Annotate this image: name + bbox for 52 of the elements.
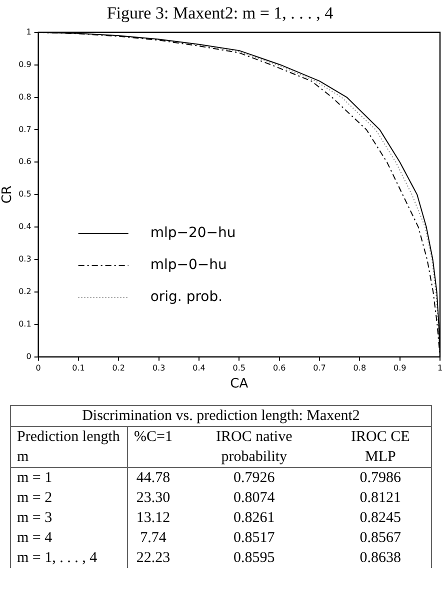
y-tick-label: 1 <box>26 27 32 36</box>
y-tick-label: 0.3 <box>18 254 32 264</box>
x-tick-label: 0 <box>36 364 41 373</box>
y-tick-label: 0.5 <box>18 190 32 199</box>
x-tick-label: 0.3 <box>152 364 166 373</box>
y-tick-label: 0.4 <box>18 222 32 232</box>
legend-label: orig. prob. <box>150 289 223 306</box>
text: m = 1, . . . , 4 <box>10 548 128 568</box>
x-tick-label: 0.4 <box>192 364 206 373</box>
text: 7.74 <box>139 529 168 548</box>
x-tick-label: 0.1 <box>72 364 85 373</box>
text: 0.8567 <box>330 528 432 548</box>
text: 0.8074 <box>232 489 276 508</box>
text: m = 3 <box>10 508 128 528</box>
x-tick-label: 0.2 <box>112 364 126 373</box>
text: 0.8121 <box>330 488 432 508</box>
y-tick-label: 0.6 <box>18 157 32 166</box>
text: 13.12 <box>135 509 172 528</box>
text: 0.7986 <box>330 468 432 488</box>
y-tick-label: 0.1 <box>18 319 32 328</box>
x-axis-title: CA <box>230 376 248 392</box>
x-tick-label: 0.8 <box>353 364 366 373</box>
legend-label: mlp−20−hu <box>150 225 236 242</box>
x-tick-label: 0.5 <box>232 364 246 373</box>
text: 0.8638 <box>330 548 432 568</box>
x-tick-label: 0.9 <box>393 364 406 373</box>
text: 0.8595 <box>232 549 276 568</box>
y-tick-label: 0.2 <box>18 287 32 296</box>
text: 0.8245 <box>330 508 432 528</box>
text: 22.23 <box>135 549 172 568</box>
x-tick-label: 0.7 <box>313 364 326 373</box>
text: 0.8261 <box>232 509 276 528</box>
y-axis-title: CR <box>0 186 16 204</box>
text: Discrimination vs. prediction length: Maxent2 <box>10 406 432 426</box>
x-tick-label: 0.6 <box>272 364 286 373</box>
text: 0.7926 <box>232 469 276 488</box>
text: m = 4 <box>10 528 128 548</box>
y-tick-label: 0.8 <box>18 92 32 102</box>
text: %C=1 <box>128 426 178 468</box>
legend-label: mlp−0−hu <box>150 257 227 274</box>
text: IROC CE MLP <box>330 426 432 468</box>
x-tick-label: 1 <box>437 364 443 373</box>
chart-title: Figure 3: Maxent2: m = 1, . . . , 4 <box>106 4 334 23</box>
y-tick-label: 0.7 <box>18 124 32 134</box>
text: m = 2 <box>10 488 128 508</box>
y-tick-label: 0.9 <box>18 60 32 69</box>
text: IROC native probability <box>178 426 330 468</box>
text: m = 1 <box>10 468 128 488</box>
text: 0.8517 <box>232 529 276 548</box>
text: 23.30 <box>135 489 172 508</box>
y-tick-label: 0 <box>26 352 32 361</box>
text: 44.78 <box>135 469 172 488</box>
